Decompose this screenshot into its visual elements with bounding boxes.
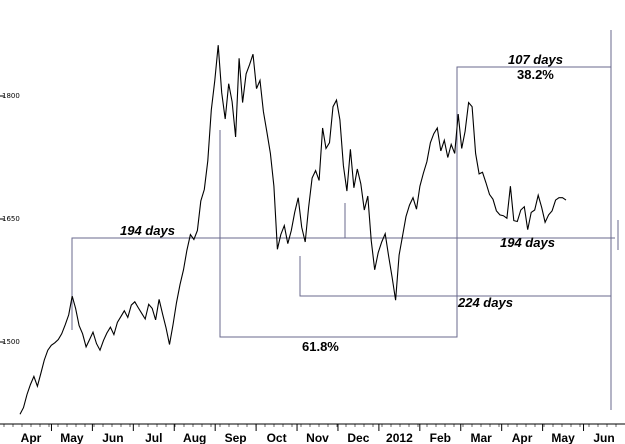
annotation-38-2-percent: 38.2%: [517, 67, 554, 82]
y-tick-label: 1650: [2, 215, 20, 223]
x-tick-label: Apr: [21, 431, 42, 444]
projection-lines: [71, 30, 619, 410]
x-tick-label: Jun: [593, 431, 614, 444]
x-tick-label: Feb: [430, 431, 451, 444]
projection-line-224: [299, 256, 611, 297]
y-tick-label: 1500: [2, 338, 20, 346]
y-tick-label: 1800: [2, 92, 20, 100]
x-tick-label: May: [551, 431, 575, 444]
projection-line-618: [219, 66, 611, 338]
x-tick-label: Sep: [225, 431, 247, 444]
x-tick-label: Apr: [512, 431, 533, 444]
annotation-194-days-left: 194 days: [120, 223, 175, 238]
x-tick-label: Dec: [347, 431, 369, 444]
x-tick-label: May: [60, 431, 84, 444]
x-tick-label: Nov: [306, 431, 329, 444]
annotation-61-8-percent: 61.8%: [302, 339, 339, 354]
annotation-224-days: 224 days: [457, 295, 513, 310]
x-tick-label: Jun: [102, 431, 123, 444]
y-axis-ticks: 1500 1650 1800: [0, 92, 20, 346]
projection-line-194-left: [71, 237, 615, 330]
price-series-line: [19, 45, 567, 415]
x-tick-label: Mar: [471, 431, 493, 444]
x-tick-label: Aug: [183, 431, 206, 444]
annotation-194-days-right: 194 days: [500, 235, 555, 250]
x-tick-label: 2012: [386, 431, 413, 444]
x-tick-label: Oct: [267, 431, 287, 444]
annotation-107-days: 107 days: [508, 52, 563, 67]
x-axis-ticks: Apr May Jun Jul Aug Sep Oct Nov Dec 2012 Feb Mar Apr…: [3, 424, 617, 444]
x-tick-label: Jul: [145, 431, 162, 444]
